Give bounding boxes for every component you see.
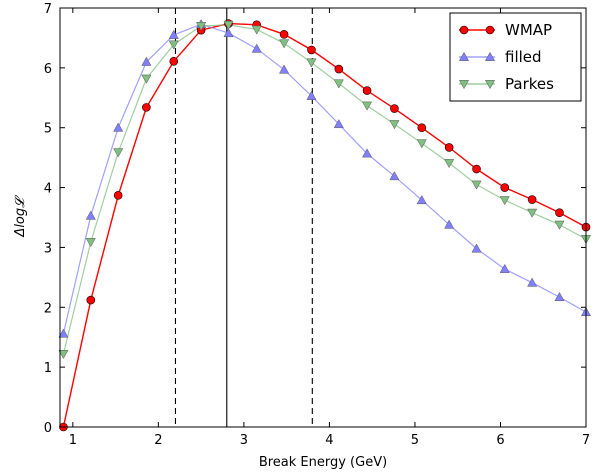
x-tick-label: 2 <box>154 433 162 448</box>
y-tick-label: 5 <box>44 122 52 137</box>
data-point-wmap <box>279 30 289 39</box>
legend-marker-parkes <box>484 80 496 90</box>
x-tick-label: 7 <box>582 433 590 448</box>
data-point-parkes <box>141 74 152 84</box>
data-point-filled <box>306 90 317 100</box>
data-point-filled <box>58 328 69 338</box>
data-point-parkes <box>499 196 510 206</box>
legend-marker-filled <box>484 51 496 61</box>
legend-marker-wmap <box>485 25 495 35</box>
data-point-wmap <box>334 64 344 74</box>
data-point-wmap <box>362 86 372 95</box>
data-point-parkes <box>279 39 290 49</box>
data-point-parkes <box>389 120 400 130</box>
data-point-parkes <box>223 20 234 30</box>
legend-label-filled: filled <box>505 48 542 66</box>
y-axis-label: Δlog𝓛 <box>13 195 28 238</box>
data-point-filled <box>113 122 124 132</box>
data-point-filled <box>85 210 96 220</box>
legend-label-wmap: WMAP <box>505 21 552 39</box>
data-point-filled <box>389 171 400 181</box>
series-line-filled <box>62 23 587 334</box>
data-point-parkes <box>333 79 344 89</box>
reference-lines <box>174 8 313 427</box>
data-point-wmap <box>307 45 316 55</box>
data-point-parkes <box>444 159 455 169</box>
data-point-filled <box>499 263 510 273</box>
legend-label-parkes: Parkes <box>505 75 554 93</box>
data-point-wmap <box>500 183 510 192</box>
data-point-parkes <box>168 40 179 50</box>
data-point-filled <box>141 56 152 66</box>
data-point-filled <box>471 243 482 253</box>
legend-marker-filled <box>458 51 470 61</box>
data-point-parkes <box>362 101 373 111</box>
data-point-parkes <box>196 22 207 32</box>
data-point-parkes <box>554 220 565 230</box>
data-point-filled <box>554 291 565 302</box>
series-lines <box>62 22 587 428</box>
data-point-wmap <box>142 103 151 112</box>
x-tick-label: 1 <box>69 433 77 448</box>
data-point-filled <box>362 148 373 158</box>
data-point-wmap <box>527 195 537 204</box>
data-point-filled <box>168 29 179 39</box>
y-tick-label: 0 <box>44 421 52 436</box>
plot-frame <box>59 7 587 428</box>
data-point-parkes <box>416 139 427 149</box>
data-point-parkes <box>113 148 124 158</box>
data-point-parkes <box>251 25 262 35</box>
y-tick-label: 1 <box>44 361 52 376</box>
y-tick-label: 6 <box>44 62 52 77</box>
data-point-parkes <box>85 238 96 248</box>
x-tick-label: 3 <box>240 433 248 448</box>
data-point-filled <box>223 28 234 38</box>
data-point-filled <box>251 43 262 53</box>
data-point-wmap <box>113 191 123 200</box>
y-tick-label: 4 <box>44 182 52 197</box>
series-line-parkes <box>62 24 587 355</box>
data-point-wmap <box>390 104 399 113</box>
x-tick-label: 5 <box>411 433 419 448</box>
data-point-parkes <box>527 208 538 218</box>
data-point-wmap <box>86 295 96 305</box>
data-point-wmap <box>417 123 427 133</box>
data-point-wmap <box>472 164 481 174</box>
legend-marker-parkes <box>458 80 470 90</box>
data-point-wmap <box>555 208 564 218</box>
data-point-parkes <box>306 58 317 68</box>
y-tick-label: 7 <box>44 2 52 17</box>
series-line-wmap <box>62 22 587 428</box>
data-point-parkes <box>471 180 482 190</box>
data-point-filled <box>527 277 538 287</box>
legend-marker-wmap <box>459 25 469 35</box>
legend: WMAP filled Parkes <box>449 12 582 102</box>
data-point-wmap <box>444 143 454 152</box>
data-point-filled <box>333 119 344 129</box>
data-point-filled <box>444 219 455 229</box>
x-axis-label: Break Energy (GeV) <box>259 455 387 470</box>
x-tick-label: 4 <box>325 433 333 448</box>
data-point-wmap <box>169 56 179 66</box>
data-point-filled <box>416 195 427 205</box>
x-tick-label: 6 <box>496 433 504 448</box>
y-tick-label: 2 <box>44 301 52 316</box>
data-point-parkes <box>58 350 69 360</box>
y-tick-label: 3 <box>44 241 52 256</box>
data-point-filled <box>279 64 290 74</box>
axis-ticks: 1 2 3 4 5 6 7 0 1 2 3 4 5 6 7 <box>44 2 590 448</box>
